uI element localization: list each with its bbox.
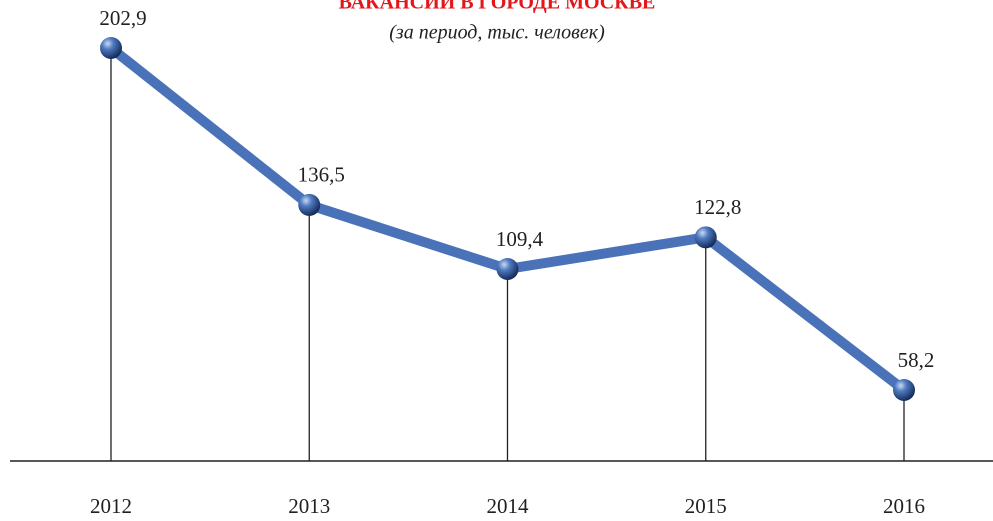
data-label: 58,2: [898, 348, 935, 372]
point: [298, 193, 321, 216]
point: [496, 257, 519, 280]
chart-title: ВАКАНСИИ В ГОРОДЕ МОСКВЕ: [339, 0, 656, 14]
x-tick-label: 2016: [883, 494, 925, 518]
x-tick-label: 2014: [487, 494, 530, 518]
chart-subtitle: (за период, тыс. человек): [389, 22, 605, 44]
x-tick-label: 2012: [90, 494, 132, 518]
data-label: 136,5: [298, 163, 345, 187]
data-label: 109,4: [496, 227, 544, 251]
point: [100, 37, 122, 59]
point: [893, 379, 915, 401]
point: [694, 226, 717, 249]
x-tick-label: 2015: [685, 494, 727, 518]
data-label: 122,8: [694, 195, 741, 219]
data-label: 202,9: [99, 6, 146, 30]
x-tick-label: 2013: [288, 494, 330, 518]
